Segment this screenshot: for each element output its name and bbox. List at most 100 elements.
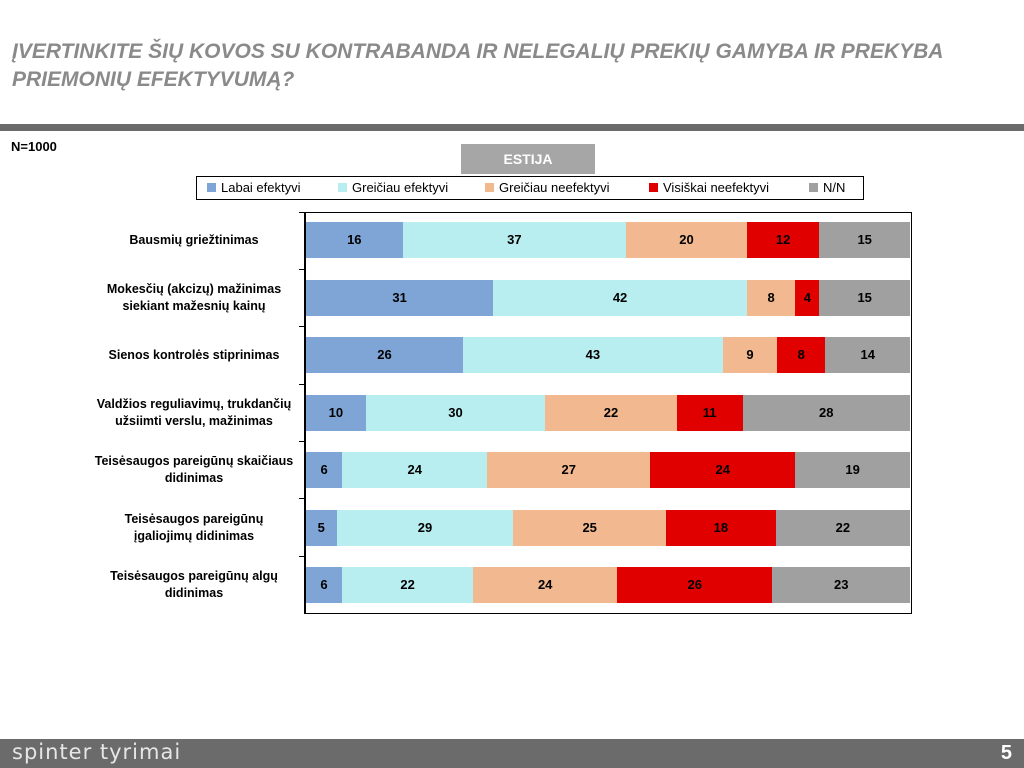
data-label: 6 [320, 462, 328, 477]
bar-segment [819, 222, 910, 258]
data-label: 9 [746, 347, 754, 362]
category-label: Mokesčių (akcizų) mažinimas siekiant maž… [106, 281, 282, 313]
legend-swatch [485, 183, 494, 192]
data-label: 15 [857, 289, 872, 305]
page-title: ĮVERTINKITE ŠIŲ KOVOS SU KONTRABANDA IR … [12, 40, 943, 91]
bar-segment [473, 567, 617, 603]
bar-segment [365, 394, 546, 431]
data-label: 25 [582, 519, 597, 535]
title-divider [0, 124, 1024, 131]
data-label: 23 [833, 577, 849, 592]
data-label: 15 [857, 232, 872, 247]
data-label: 5 [317, 519, 325, 535]
data-label: 37 [507, 232, 522, 247]
category-label: Valdžios reguliavimų, trukdančių užsiimt… [96, 396, 292, 428]
legend-label: Labai efektyvi [221, 180, 301, 195]
data-label: 11 [702, 404, 717, 420]
bar-segment [402, 222, 627, 258]
data-label: 16 [347, 232, 362, 247]
axis-tick [299, 556, 304, 557]
bar-segment [676, 394, 743, 431]
legend-item: Labai efektyvi [207, 180, 301, 195]
bar-segment [306, 452, 343, 488]
data-label: 24 [537, 577, 553, 592]
data-label: 8 [767, 289, 775, 305]
data-label: 27 [561, 462, 576, 477]
bar-segment [306, 279, 494, 316]
legend-swatch [649, 183, 658, 192]
category-label: Teisėsaugos pareigūnų algų didinimas [110, 569, 278, 600]
bar-segment [795, 452, 910, 488]
bar-segment [306, 337, 464, 373]
legend-label: Visiškai neefektyvi [663, 180, 769, 195]
axis-tick [299, 326, 304, 327]
bar-segment [493, 279, 747, 316]
data-label: 26 [687, 577, 702, 592]
axis-tick [299, 384, 304, 385]
data-label: 42 [612, 289, 628, 305]
bar-segment [616, 567, 773, 603]
data-label: 31 [392, 289, 407, 305]
bar-segment [306, 567, 342, 603]
sample-size: N=1000 [11, 139, 57, 154]
data-label: 28 [819, 404, 834, 420]
category-axis [304, 212, 305, 614]
data-label: 8 [797, 347, 805, 362]
legend-item: Greičiau neefektyvi [485, 180, 610, 195]
data-label: 24 [407, 462, 422, 477]
bar-segment [795, 279, 820, 316]
legend-item: Greičiau efektyvi [338, 180, 448, 195]
bar-segment [341, 567, 474, 603]
brand-logo: spinter tyrimai [12, 740, 182, 764]
data-label: 30 [448, 404, 463, 420]
data-label: 26 [377, 347, 392, 362]
footer-bar: spinter tyrimai 5 [0, 739, 1024, 768]
category-label: Sienos kontrolės stiprinimas [108, 347, 280, 362]
chart-legend: Labai efektyvi Greičiau efektyvi Greičiau … [196, 176, 864, 200]
bar-segment [746, 222, 820, 258]
axis-tick [299, 269, 304, 270]
data-label: 14 [860, 347, 875, 362]
legend-label: N/N [823, 180, 846, 195]
data-label: 20 [679, 232, 694, 247]
data-label: 19 [845, 462, 860, 477]
data-label: 43 [585, 347, 601, 362]
data-label: 22 [603, 404, 619, 420]
data-label: 12 [775, 232, 791, 247]
chart-plot-area [305, 212, 912, 614]
category-label: Teisėsaugos pareigūnų įgaliojimų didinim… [124, 511, 264, 543]
bar-segment [777, 337, 826, 373]
bar-segment [775, 509, 910, 546]
bar-segment [513, 509, 666, 546]
legend-swatch [809, 183, 818, 192]
data-label: 22 [400, 577, 415, 592]
data-label: 4 [803, 289, 811, 305]
data-label: 10 [328, 404, 344, 420]
bar-segment [665, 509, 776, 546]
bar-segment [772, 567, 910, 603]
data-label: 22 [835, 519, 851, 535]
bar-segment [306, 509, 337, 546]
bar-segment [306, 222, 403, 258]
page-number: 5 [1000, 742, 1012, 764]
country-tab[interactable]: ESTIJA [461, 144, 595, 174]
bar-segment [545, 394, 677, 431]
bar-segment [463, 337, 723, 373]
data-label: 6 [320, 577, 328, 592]
axis-tick [299, 441, 304, 442]
legend-swatch [338, 183, 347, 192]
legend-item: N/N [809, 180, 845, 195]
bar-segment [746, 279, 796, 316]
bar-segment [722, 337, 778, 373]
legend-label: Greičiau neefektyvi [499, 180, 610, 195]
data-label: 24 [715, 462, 730, 477]
axis-tick [299, 212, 304, 213]
bar-segment [819, 279, 910, 316]
bar-segment [626, 222, 747, 258]
legend-swatch [207, 183, 216, 192]
bar-segment [306, 394, 366, 431]
bar-segment [742, 394, 910, 431]
data-label: 29 [417, 519, 433, 535]
axis-tick [299, 498, 304, 499]
bar-segment [825, 337, 910, 373]
